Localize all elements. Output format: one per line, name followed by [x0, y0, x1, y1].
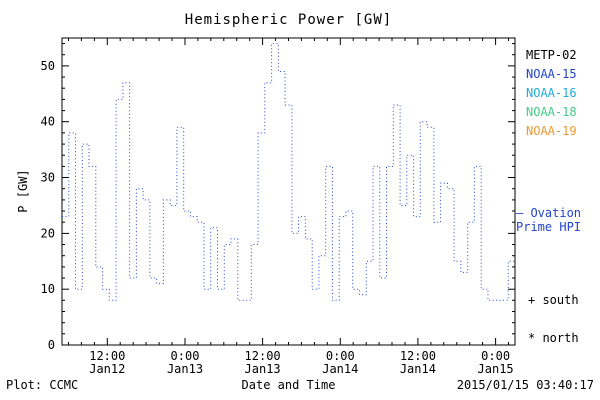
ovation-label-line1: – Ovation	[516, 206, 582, 220]
svg-text:Jan14: Jan14	[322, 362, 358, 376]
legend-item-noaa18: NOAA-18	[526, 105, 577, 119]
svg-text:Jan14: Jan14	[400, 362, 436, 376]
svg-text:Jan13: Jan13	[167, 362, 203, 376]
svg-text:0:00: 0:00	[171, 349, 200, 363]
north-marker-label: * north	[528, 331, 579, 345]
plot-source-label: Plot: CCMC	[6, 378, 79, 392]
svg-text:12:00: 12:00	[89, 349, 125, 363]
svg-text:40: 40	[41, 115, 55, 129]
svg-text:Jan12: Jan12	[89, 362, 125, 376]
svg-text:0: 0	[48, 338, 55, 352]
timestamp-label: 2015/01/15 03:40:17	[456, 378, 594, 392]
legend-item-noaa16: NOAA-16	[526, 86, 577, 100]
legend-item-noaa19: NOAA-19	[526, 124, 577, 138]
svg-text:12:00: 12:00	[400, 349, 436, 363]
satellite-legend: METP-02 NOAA-15 NOAA-16 NOAA-18 NOAA-19	[526, 46, 577, 141]
legend-item-metp02: METP-02	[526, 48, 577, 62]
svg-text:Jan13: Jan13	[245, 362, 281, 376]
ovation-label-line2: Prime HPI	[516, 220, 582, 234]
svg-text:10: 10	[41, 282, 55, 296]
svg-text:Jan15: Jan15	[478, 362, 514, 376]
legend-item-noaa15: NOAA-15	[526, 67, 577, 81]
svg-text:20: 20	[41, 226, 55, 240]
svg-text:50: 50	[41, 59, 55, 73]
ovation-series-label: – Ovation Prime HPI	[516, 206, 581, 234]
svg-text:30: 30	[41, 171, 55, 185]
svg-text:0:00: 0:00	[481, 349, 510, 363]
south-marker-label: + south	[528, 293, 579, 307]
x-axis-label: Date and Time	[241, 378, 336, 392]
svg-text:12:00: 12:00	[245, 349, 281, 363]
y-axis-label: P [GW]	[16, 169, 30, 213]
svg-text:0:00: 0:00	[326, 349, 355, 363]
chart-title: Hemispheric Power [GW]	[184, 12, 393, 28]
